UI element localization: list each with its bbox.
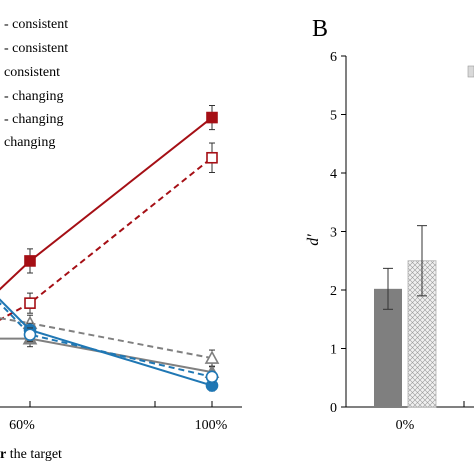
x-axis-label: r the target <box>0 447 62 462</box>
data-point-open-square <box>24 297 36 309</box>
panel-letter: B <box>312 16 328 42</box>
y-tick-label-3: 3 <box>330 226 337 241</box>
x-tick-label-0pct: 0% <box>396 418 415 433</box>
legend-entry-5: - changing <box>4 112 63 127</box>
series-6 <box>0 302 219 384</box>
y-tick-label-0: 0 <box>330 401 337 416</box>
line-series-group <box>0 105 220 392</box>
legend-entry-1: - consistent <box>4 17 68 32</box>
data-point-open-circle <box>23 328 37 341</box>
series-2 <box>0 142 218 321</box>
legend-entry-6: changing <box>4 135 55 150</box>
x-tick-label-60: 60% <box>9 418 35 433</box>
legend: - consistent - consistent consistent - c… <box>4 17 68 150</box>
data-point-filled-square <box>24 255 36 267</box>
y-axis-label: d′ <box>305 234 322 246</box>
y-tick-label-2: 2 <box>330 284 337 299</box>
series-6-line <box>0 302 213 378</box>
y-ticks-group: 0 1 2 3 4 5 6 <box>330 50 346 416</box>
line-chart-panel: 60% 100% r the target - consistent - con… <box>0 17 242 462</box>
data-point-open-circle <box>205 370 219 384</box>
legend-entry-4: - changing <box>4 89 63 104</box>
y-tick-label-6: 6 <box>330 50 337 65</box>
legend-swatch-fragment <box>467 65 474 78</box>
x-axis-label-bold: r <box>0 447 6 462</box>
y-tick-label-1: 1 <box>330 343 337 358</box>
bars-group <box>374 225 437 408</box>
y-tick-label-5: 5 <box>330 109 337 124</box>
series-1 <box>0 105 218 291</box>
data-point-open-square <box>206 151 218 164</box>
data-point-open-triangle <box>204 350 220 364</box>
bar-chart-panel: B d′ 0 1 2 3 4 5 6 0% <box>300 0 474 474</box>
y-tick-label-4: 4 <box>330 167 337 182</box>
legend-entry-2: - consistent <box>4 41 68 56</box>
legend-entry-3: consistent <box>4 65 60 80</box>
x-axis-label-rest: the target <box>6 447 62 462</box>
data-point-filled-square <box>206 111 218 124</box>
x-tick-label-100: 100% <box>195 418 228 433</box>
